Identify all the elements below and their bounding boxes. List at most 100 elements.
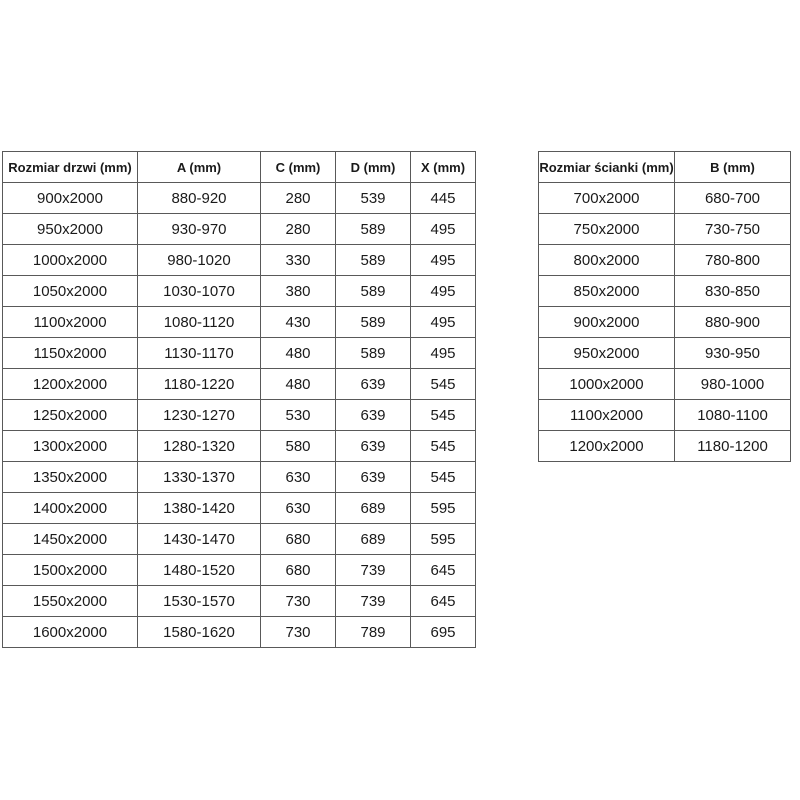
table-cell: 1100x2000 [538,399,675,431]
table-row: 800x2000 780-800 [538,244,791,276]
table-cell: 1050x2000 [2,275,138,307]
table-cell: 589 [335,213,411,245]
table-cell: 595 [410,523,476,555]
table-cell: 1480-1520 [137,554,261,586]
table-cell: 1400x2000 [2,492,138,524]
wall-sizes-table: Rozmiar ścianki (mm) B (mm) 700x2000 680-… [538,151,791,462]
table-cell: 1100x2000 [2,306,138,338]
table-cell: 700x2000 [538,182,675,214]
table-cell: 595 [410,492,476,524]
table-cell: 680 [260,523,336,555]
table-row: 1000x2000 980-1020 330 589 495 [2,244,476,276]
table-row: 1100x2000 1080-1120 430 589 495 [2,306,476,338]
table-cell: 1550x2000 [2,585,138,617]
table-row: 1250x2000 1230-1270 530 639 545 [2,399,476,431]
table-row: 700x2000 680-700 [538,182,791,214]
table-cell: 495 [410,306,476,338]
table-cell: 645 [410,554,476,586]
table-cell: 1150x2000 [2,337,138,369]
table-row: 950x2000 930-950 [538,337,791,369]
table-cell: 645 [410,585,476,617]
table-cell: 739 [335,554,411,586]
table-row: 1050x2000 1030-1070 380 589 495 [2,275,476,307]
table-cell: 639 [335,461,411,493]
wall-table-body: 700x2000 680-700 750x2000 730-750 800x2000 78… [538,182,791,462]
table-cell: 780-800 [674,244,791,276]
table-row: 850x2000 830-850 [538,275,791,307]
table-cell: 280 [260,182,336,214]
table-cell: 580 [260,430,336,462]
dimension-c-column-header: C (mm) [260,151,336,183]
table-cell: 695 [410,616,476,648]
dimension-x-column-header: X (mm) [410,151,476,183]
table-cell: 1030-1070 [137,275,261,307]
table-cell: 630 [260,461,336,493]
table-cell: 430 [260,306,336,338]
table-cell: 545 [410,461,476,493]
wall-size-column-header: Rozmiar ścianki (mm) [538,151,675,183]
table-row: 1000x2000 980-1000 [538,368,791,400]
table-row: 1600x2000 1580-1620 730 789 695 [2,616,476,648]
table-cell: 1430-1470 [137,523,261,555]
table-cell: 930-950 [674,337,791,369]
table-cell: 380 [260,275,336,307]
table-row: 1450x2000 1430-1470 680 689 595 [2,523,476,555]
table-cell: 950x2000 [2,213,138,245]
table-cell: 1500x2000 [2,554,138,586]
table-cell: 589 [335,275,411,307]
table-cell: 880-920 [137,182,261,214]
table-cell: 480 [260,337,336,369]
table-cell: 1230-1270 [137,399,261,431]
table-cell: 630 [260,492,336,524]
table-cell: 330 [260,244,336,276]
table-cell: 589 [335,337,411,369]
table-cell: 1180-1220 [137,368,261,400]
table-cell: 1200x2000 [2,368,138,400]
table-row: 1350x2000 1330-1370 630 639 545 [2,461,476,493]
table-cell: 589 [335,244,411,276]
door-size-column-header: Rozmiar drzwi (mm) [2,151,138,183]
table-cell: 980-1020 [137,244,261,276]
table-cell: 750x2000 [538,213,675,245]
door-table-header-row: Rozmiar drzwi (mm) A (mm) C (mm) D (mm) … [2,151,476,183]
table-cell: 689 [335,492,411,524]
table-cell: 530 [260,399,336,431]
table-cell: 730 [260,585,336,617]
table-row: 1200x2000 1180-1220 480 639 545 [2,368,476,400]
table-cell: 689 [335,523,411,555]
table-cell: 800x2000 [538,244,675,276]
table-cell: 1530-1570 [137,585,261,617]
door-sizes-table: Rozmiar drzwi (mm) A (mm) C (mm) D (mm) … [2,151,476,648]
table-row: 750x2000 730-750 [538,213,791,245]
table-cell: 445 [410,182,476,214]
table-cell: 900x2000 [2,182,138,214]
table-cell: 900x2000 [538,306,675,338]
door-table-body: 900x2000 880-920 280 539 445 950x2000 930-970 2… [2,182,476,648]
table-row: 1100x2000 1080-1100 [538,399,791,431]
table-cell: 930-970 [137,213,261,245]
table-cell: 639 [335,399,411,431]
table-cell: 730-750 [674,213,791,245]
table-cell: 1350x2000 [2,461,138,493]
table-cell: 739 [335,585,411,617]
dimension-a-column-header: A (mm) [137,151,261,183]
table-row: 1400x2000 1380-1420 630 689 595 [2,492,476,524]
table-row: 950x2000 930-970 280 589 495 [2,213,476,245]
table-cell: 1380-1420 [137,492,261,524]
dimension-b-column-header: B (mm) [674,151,791,183]
table-cell: 1080-1100 [674,399,791,431]
table-cell: 950x2000 [538,337,675,369]
table-cell: 1250x2000 [2,399,138,431]
dimension-d-column-header: D (mm) [335,151,411,183]
table-cell: 639 [335,430,411,462]
table-cell: 730 [260,616,336,648]
table-cell: 1580-1620 [137,616,261,648]
table-cell: 1130-1170 [137,337,261,369]
table-cell: 1080-1120 [137,306,261,338]
table-cell: 1280-1320 [137,430,261,462]
table-cell: 1300x2000 [2,430,138,462]
table-row: 1500x2000 1480-1520 680 739 645 [2,554,476,586]
table-cell: 539 [335,182,411,214]
table-row: 900x2000 880-900 [538,306,791,338]
table-cell: 1450x2000 [2,523,138,555]
